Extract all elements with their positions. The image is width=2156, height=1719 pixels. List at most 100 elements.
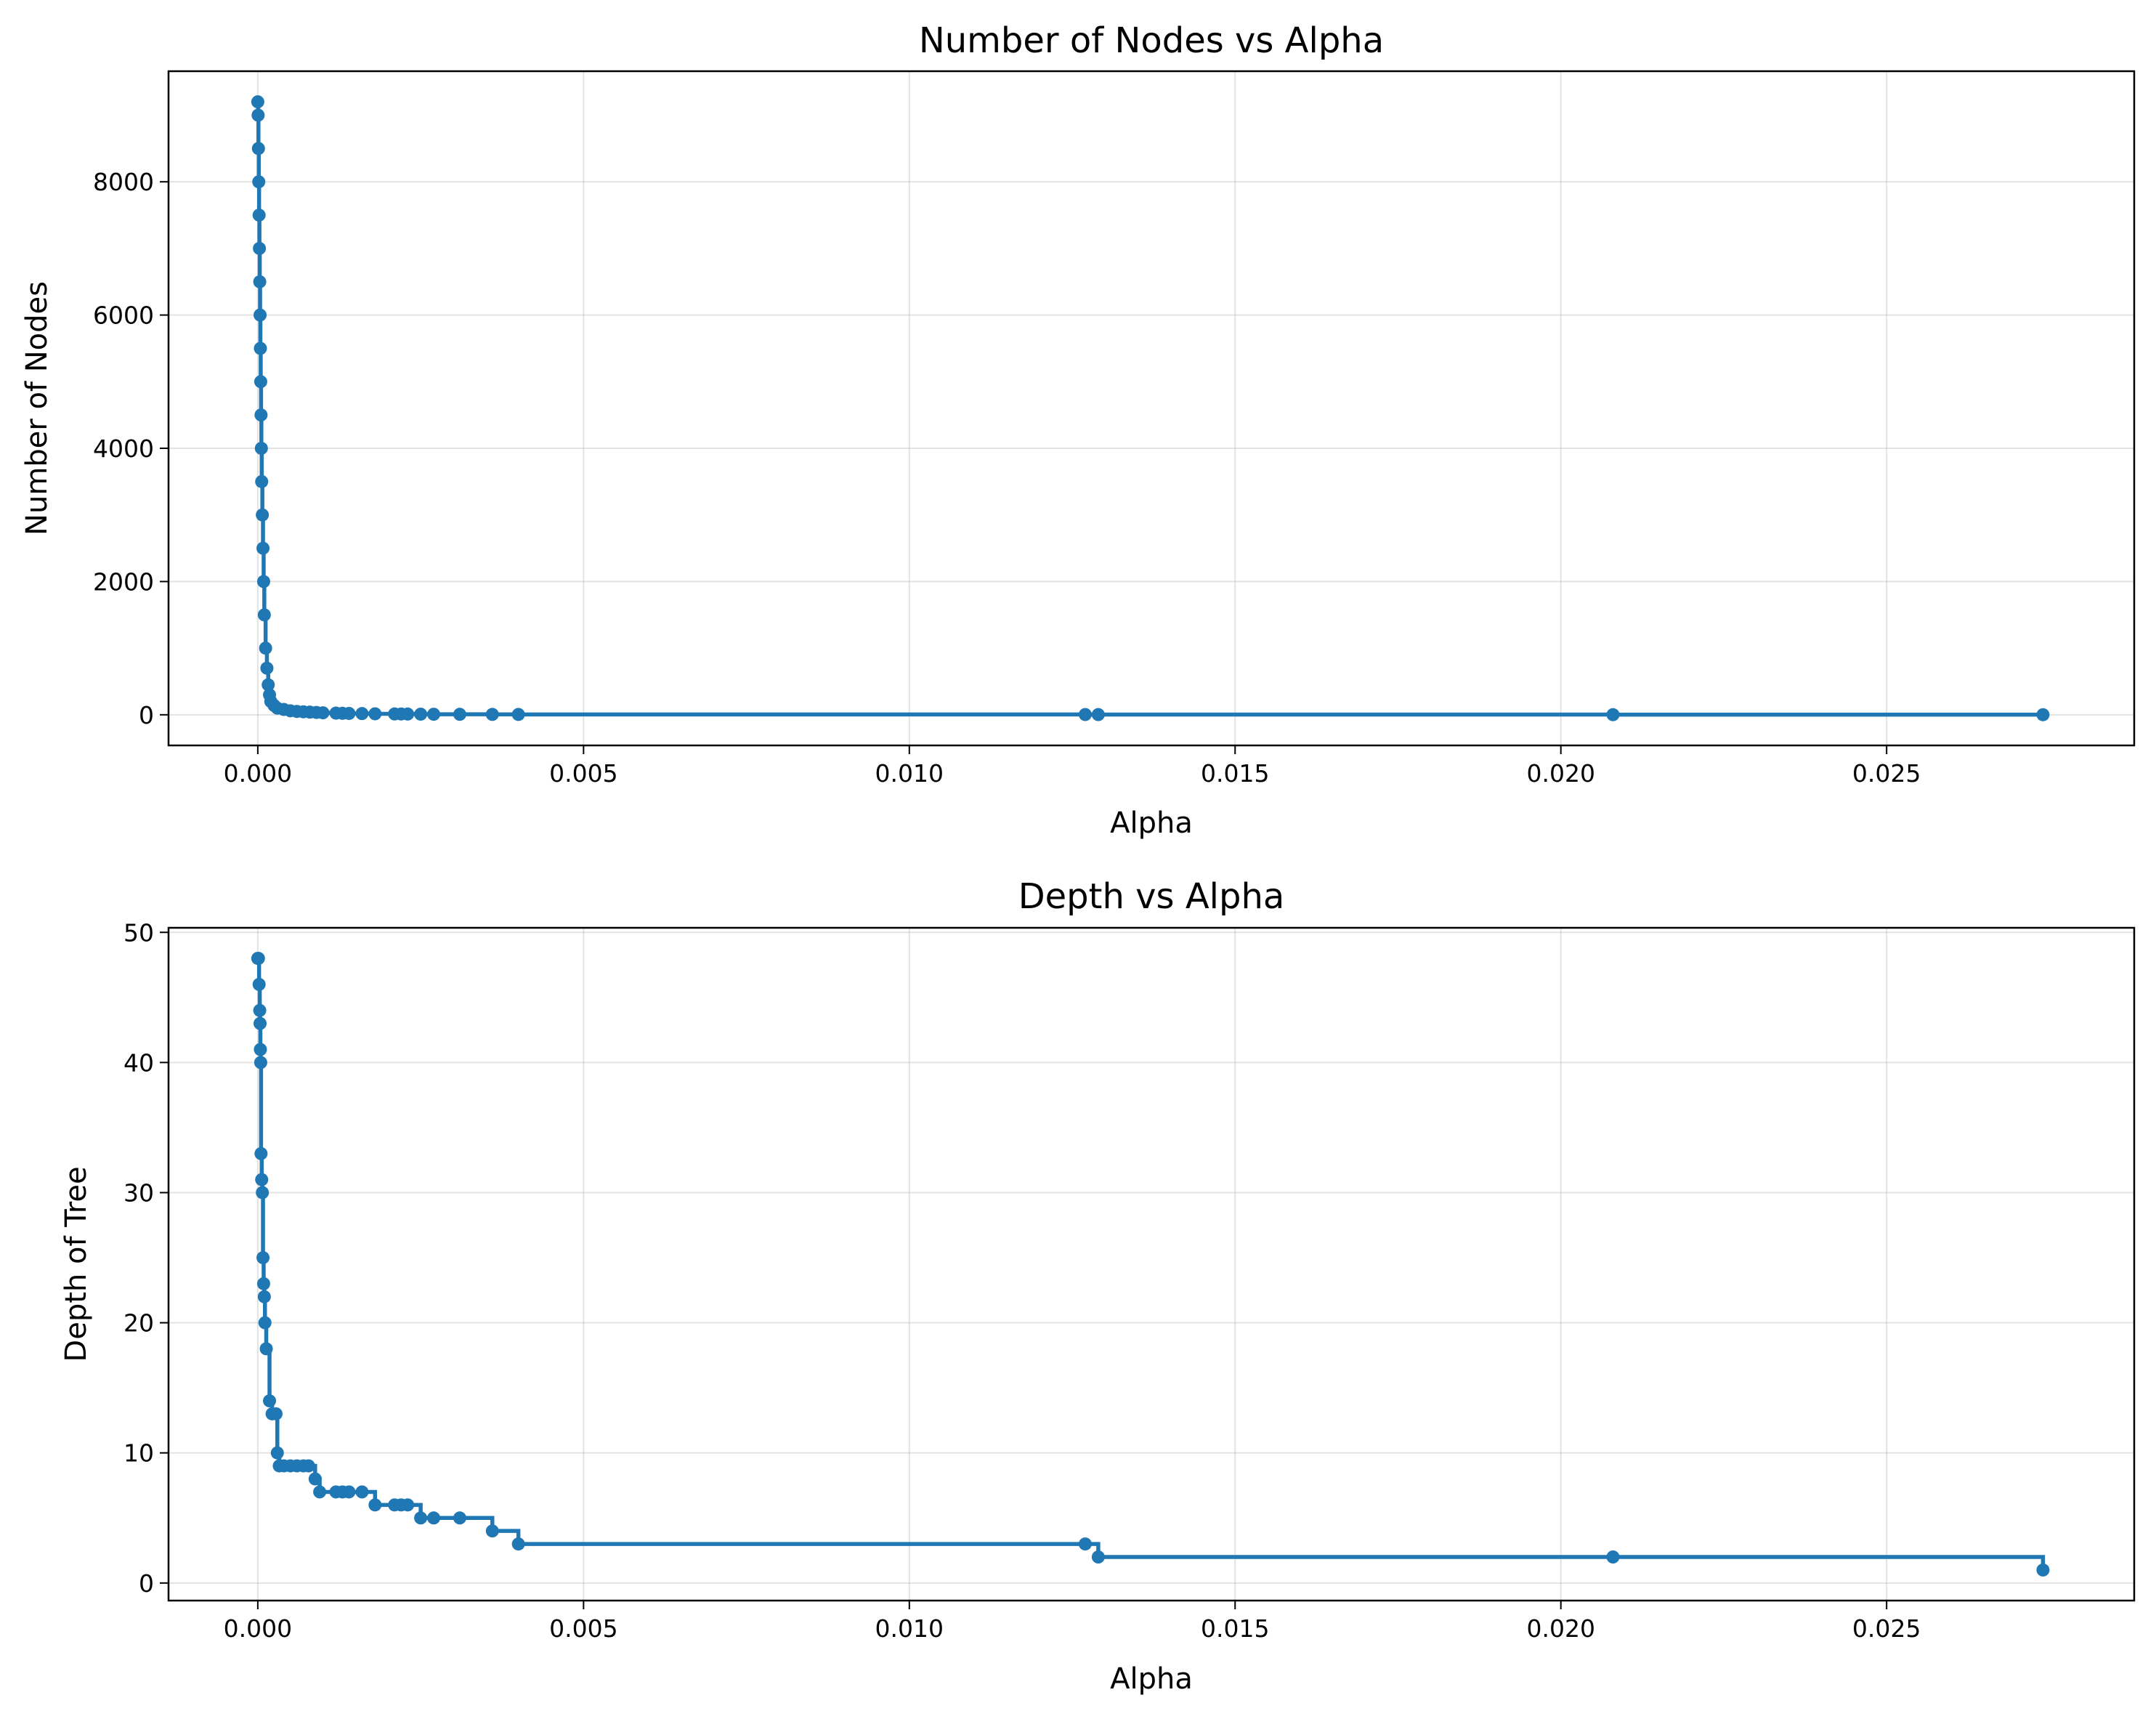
nodes-data-point	[252, 175, 266, 189]
depth-chart-grid	[169, 928, 2134, 1601]
nodes-data-point	[259, 642, 272, 655]
depth-data-point	[256, 1277, 270, 1290]
depth-data-point	[2036, 1563, 2050, 1577]
nodes-data-point	[427, 708, 441, 721]
depth-chart-data	[251, 952, 2050, 1577]
depth-data-point	[256, 1186, 270, 1200]
depth-data-point	[258, 1316, 272, 1330]
nodes-chart-xlabel: Alpha	[1110, 806, 1193, 840]
depth-data-point	[253, 1003, 267, 1017]
depth-data-point	[308, 1472, 322, 1486]
nodes-x-tick-label: 0.025	[1852, 759, 1921, 788]
nodes-data-point	[251, 108, 265, 122]
depth-data-point	[1606, 1550, 1620, 1564]
depth-data-point	[257, 1290, 271, 1303]
depth-chart-title: Depth vs Alpha	[1018, 876, 1285, 917]
nodes-y-tick-label: 4000	[93, 434, 154, 463]
nodes-chart-ylabel: Number of Nodes	[20, 281, 54, 535]
depth-y-tick-label: 0	[139, 1569, 154, 1598]
nodes-data-point	[355, 707, 369, 721]
nodes-data-point	[316, 706, 330, 720]
nodes-y-tick-label: 8000	[93, 168, 154, 196]
nodes-vs-alpha-chart: 0.000 0.005 0.010 0.015 0.020 0.025 0 2000 4000 6…	[20, 20, 2136, 840]
depth-data-point	[414, 1511, 428, 1525]
nodes-x-tick-label: 0.010	[875, 759, 944, 788]
depth-data-point	[254, 1146, 268, 1160]
depth-data-point	[355, 1485, 369, 1499]
depth-y-tick-label: 30	[123, 1178, 154, 1207]
nodes-chart-data	[251, 95, 2050, 721]
depth-data-point	[263, 1394, 277, 1408]
nodes-data-point	[251, 142, 265, 155]
nodes-data-point	[254, 375, 267, 389]
nodes-chart-ticks: 0.000 0.005 0.010 0.015 0.020 0.025 0 2000 4000 6…	[93, 168, 1921, 788]
depth-data-point	[1091, 1550, 1105, 1564]
depth-chart-frame	[167, 926, 2136, 1602]
depth-data-point	[485, 1524, 499, 1538]
nodes-data-point	[260, 661, 274, 675]
depth-data-point	[427, 1511, 441, 1525]
nodes-data-point	[254, 308, 267, 322]
nodes-chart-title: Number of Nodes vs Alpha	[919, 20, 1384, 61]
nodes-data-point	[453, 708, 466, 721]
nodes-data-point	[1606, 708, 1620, 721]
nodes-data-point	[511, 708, 525, 721]
depth-data-point	[453, 1511, 466, 1525]
depth-data-point	[401, 1498, 415, 1512]
depth-x-tick-label: 0.000	[224, 1614, 292, 1643]
nodes-y-tick-label: 0	[139, 701, 154, 729]
depth-data-point	[270, 1446, 284, 1460]
depth-data-point	[368, 1498, 382, 1512]
depth-data-point	[254, 1016, 267, 1030]
nodes-data-point	[253, 275, 267, 288]
depth-x-tick-label: 0.020	[1526, 1614, 1594, 1643]
nodes-y-tick-label: 6000	[93, 302, 154, 330]
nodes-data-point	[254, 408, 268, 422]
nodes-data-point	[342, 706, 356, 720]
depth-data-point	[342, 1485, 356, 1499]
depth-data-point	[254, 1043, 267, 1056]
depth-y-tick-label: 10	[123, 1439, 154, 1468]
depth-y-tick-label: 20	[123, 1309, 154, 1338]
nodes-data-point	[2036, 708, 2050, 721]
nodes-data-point	[401, 707, 415, 721]
depth-x-tick-label: 0.010	[875, 1614, 944, 1643]
nodes-data-point	[254, 341, 267, 355]
nodes-x-tick-label: 0.020	[1526, 759, 1594, 788]
depth-data-point	[259, 1342, 273, 1356]
nodes-data-point	[414, 707, 428, 721]
depth-data-point	[301, 1459, 315, 1473]
nodes-x-tick-label: 0.000	[224, 759, 292, 788]
depth-data-point	[313, 1485, 327, 1499]
nodes-data-point	[485, 708, 499, 721]
nodes-data-point	[257, 608, 271, 622]
nodes-x-tick-label: 0.005	[549, 759, 617, 788]
nodes-y-tick-label: 2000	[93, 567, 154, 596]
depth-data-point	[251, 952, 265, 966]
nodes-data-point	[254, 442, 268, 456]
depth-data-point	[254, 1056, 267, 1069]
depth-vs-alpha-chart: 0.000 0.005 0.010 0.015 0.020 0.025 0 10 20 30 40 5…	[60, 876, 2136, 1696]
depth-chart-xlabel: Alpha	[1110, 1662, 1193, 1696]
nodes-data-point	[1078, 708, 1092, 721]
nodes-data-point	[256, 575, 270, 588]
depth-data-point	[511, 1537, 525, 1551]
depth-x-tick-label: 0.015	[1201, 1614, 1269, 1643]
nodes-x-tick-label: 0.015	[1201, 759, 1269, 788]
depth-x-tick-label: 0.005	[549, 1614, 617, 1643]
depth-data-point	[252, 977, 266, 991]
nodes-data-point	[251, 95, 264, 109]
depth-chart-ylabel: Depth of Tree	[60, 1166, 93, 1362]
nodes-data-point	[255, 474, 269, 488]
depth-y-tick-label: 40	[123, 1048, 154, 1077]
nodes-data-point	[368, 707, 382, 721]
depth-data-point	[255, 1173, 269, 1186]
nodes-data-point	[256, 508, 270, 522]
nodes-data-point	[253, 241, 267, 255]
depth-data-point	[256, 1251, 270, 1265]
nodes-data-point	[252, 209, 266, 222]
nodes-chart-frame	[167, 70, 2136, 747]
nodes-data-point	[1091, 708, 1105, 721]
